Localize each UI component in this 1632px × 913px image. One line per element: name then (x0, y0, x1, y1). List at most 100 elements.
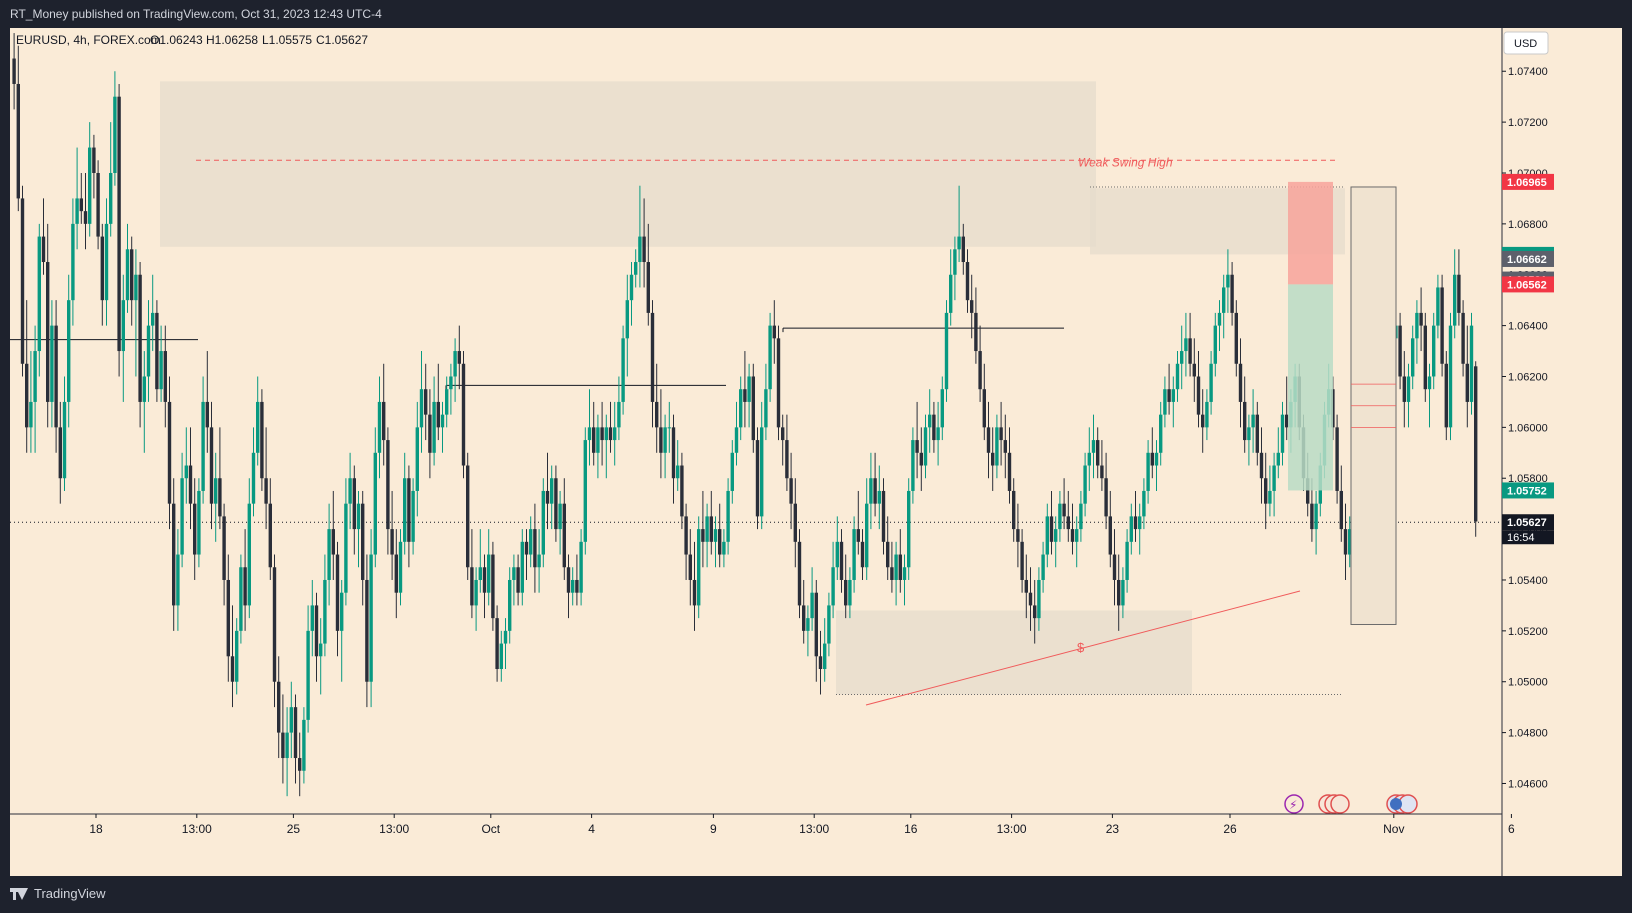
candle-body (121, 300, 125, 352)
candle-body (487, 554, 491, 593)
legend-high: H1.06258 (206, 33, 258, 47)
x-tick-label: 16 (904, 822, 918, 836)
candle-body (1045, 516, 1049, 555)
candle-body (529, 529, 533, 555)
candle-body (1054, 529, 1058, 542)
candle-body (92, 147, 96, 173)
candle-body (776, 338, 781, 428)
price-chart[interactable]: Weak Swing High$⚡ 1.074001.072001.070001… (10, 28, 1622, 876)
y-tick-label: 1.07200 (1508, 117, 1548, 129)
candle-body (323, 579, 327, 644)
candle-body (331, 529, 335, 555)
candle-body (1247, 427, 1251, 441)
candle-body (222, 516, 226, 580)
candle-body (25, 363, 29, 428)
candle-body (83, 211, 88, 224)
candle-body (676, 465, 680, 479)
chart-frame[interactable]: Weak Swing High $ ⚡ 1.074001.072001.070001… (10, 28, 1622, 876)
candle-body (37, 236, 41, 352)
x-tick-label: 23 (1106, 822, 1120, 836)
take-profit-box (1288, 284, 1333, 491)
candle-body (29, 401, 33, 428)
candle-body (919, 452, 923, 466)
candle-body (1049, 516, 1054, 542)
x-tick-label: 13:00 (799, 822, 829, 836)
legend-close: C1.05627 (316, 33, 368, 47)
axis-layer: 1.074001.072001.070001.068001.066001.064… (10, 28, 1622, 876)
candle-body (134, 274, 138, 301)
candle-body (974, 312, 978, 352)
candle-body (1024, 579, 1028, 593)
x-tick-label: 25 (287, 822, 301, 836)
currency-box[interactable] (1503, 31, 1549, 55)
supply-zone (160, 81, 1096, 247)
candle-body (659, 427, 663, 453)
candle-body (1343, 529, 1348, 555)
candle-body (978, 351, 982, 390)
candle-body (12, 58, 16, 84)
candle-body (860, 541, 865, 568)
candle-body (470, 567, 474, 606)
candle-body (235, 630, 239, 682)
tradingview-brand[interactable]: TradingView (10, 886, 106, 901)
candle-body (478, 567, 482, 580)
candle-body (1062, 503, 1066, 517)
candle-body (747, 376, 751, 402)
candle-body (596, 427, 600, 453)
candle-body (709, 516, 713, 542)
candle-body (432, 401, 436, 453)
candle-body (1432, 325, 1436, 377)
candle-body (298, 758, 302, 771)
candle-body (1007, 452, 1012, 491)
candle-body (734, 427, 739, 453)
candle-body (793, 503, 797, 542)
candle-body (1285, 414, 1289, 428)
price-label: 1.05752 (1507, 485, 1547, 497)
candle-body (1150, 452, 1154, 466)
candle-body (1213, 325, 1217, 364)
candle-body (1415, 312, 1419, 339)
candle-body (16, 83, 20, 199)
candle-body (1121, 579, 1125, 606)
candle-body (1461, 312, 1465, 364)
candle-body (449, 376, 453, 390)
y-tick-label: 1.06400 (1508, 321, 1548, 333)
price-label: 1.06562 (1507, 279, 1547, 291)
y-tick-label: 1.05800 (1508, 473, 1548, 485)
candle-body (411, 490, 415, 542)
candle-body (785, 440, 789, 479)
price-axis-bg (1502, 28, 1622, 876)
candle-body (1423, 325, 1427, 390)
candle-body (495, 618, 499, 670)
candle-body (839, 541, 844, 580)
candle-body (781, 427, 785, 441)
candle-body (642, 236, 646, 263)
y-tick-label: 1.06000 (1508, 422, 1548, 434)
candle-body (327, 529, 331, 580)
candle-body (117, 96, 121, 352)
candle-body (348, 478, 352, 504)
candle-body (743, 389, 747, 402)
tradingview-logo-icon (10, 887, 28, 900)
candle-body (340, 592, 344, 631)
candle-body (369, 554, 373, 682)
candle-body (466, 465, 470, 568)
lines-layer (10, 159, 1500, 706)
candle-body (827, 605, 831, 644)
y-tick-label: 1.06200 (1508, 371, 1548, 383)
liquidity-marker-label: $ (1077, 640, 1085, 655)
candle-body (772, 325, 776, 339)
candle-body (335, 554, 340, 631)
candle-body (970, 300, 974, 313)
y-tick-label: 1.04800 (1508, 728, 1548, 740)
candle-body (277, 681, 281, 733)
candle-body (113, 96, 117, 173)
candle-body (457, 351, 461, 364)
candle-body (600, 427, 604, 441)
candle-body (923, 427, 928, 466)
candle-body (713, 529, 718, 542)
candle-body (688, 554, 692, 580)
candle-body (130, 249, 134, 301)
candle-body (1339, 490, 1343, 530)
candle-body (1075, 529, 1079, 542)
